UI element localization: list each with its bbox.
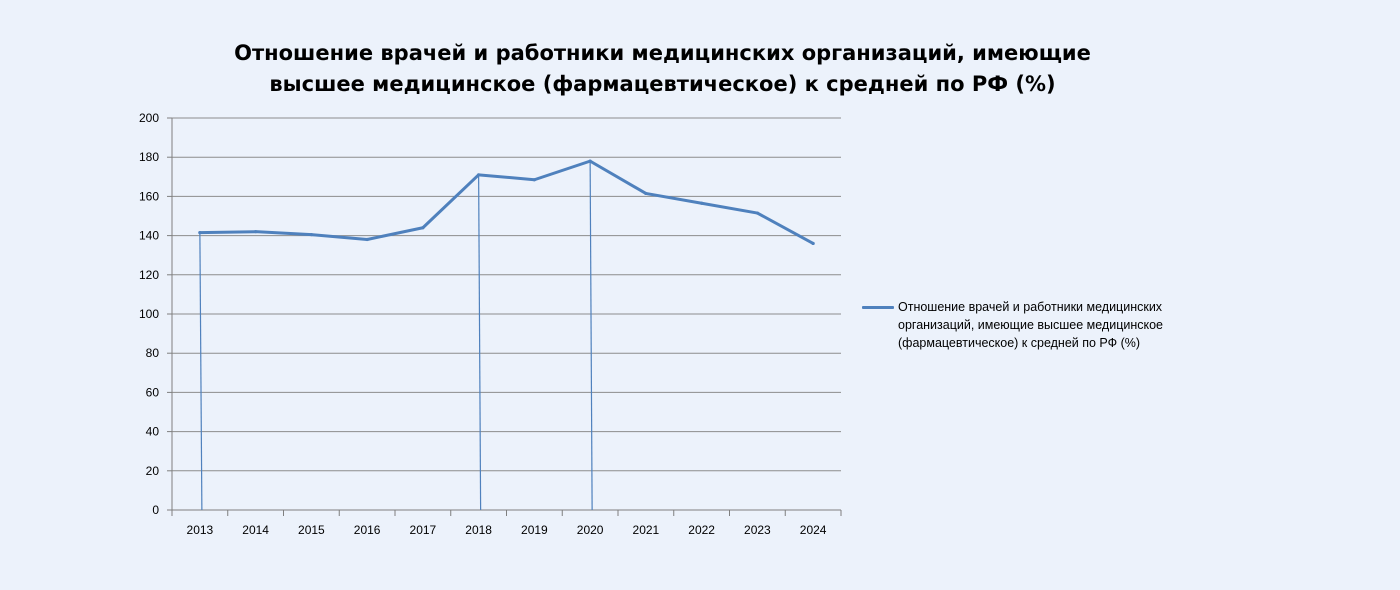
x-tick-labels: 2013 2014 2015 2016 2017 2018 2019 2020 2021 2022… [187,523,827,537]
data-point-2024 [811,241,815,246]
y-tick-label-200: 200 [139,111,159,125]
data-point-2016 [365,237,369,242]
x-tick-label-2013: 2013 [187,523,214,537]
chart-title: Отношение врачей и работники медицинских… [190,38,1135,100]
gridlines [172,117,841,472]
x-tick-label-2017: 2017 [410,523,437,537]
data-point-2020 [588,159,592,163]
x-tick-label-2023: 2023 [744,523,771,537]
data-point-2014 [254,230,258,234]
data-point-2021 [644,191,648,196]
chart-title-line-1: Отношение врачей и работники медицинских… [234,41,1091,65]
drop-line-2018 [478,174,482,511]
x-tick-label-2019: 2019 [521,523,548,537]
y-tick-label-20: 20 [146,464,160,478]
y-tick-label-60: 60 [146,385,160,399]
data-point-2023 [755,211,759,215]
y-tick-label-180: 180 [139,150,159,164]
data-point-2018 [477,173,481,177]
x-tick-label-2022: 2022 [688,523,715,537]
y-tick-labels: 0 20 40 60 80 100 120 140 160 180 200 [139,111,159,517]
y-tick-label-80: 80 [146,346,160,360]
series-layer [198,159,815,511]
drop-line-2013 [199,232,203,511]
legend-swatch [862,306,894,309]
data-point-2013 [198,231,202,235]
x-tick-label-2015: 2015 [298,523,325,537]
y-tick-label-160: 160 [139,189,159,203]
data-point-2017 [421,226,425,230]
y-tick-label-100: 100 [139,307,159,321]
chart-title-line-2: высшее медицинское (фармацевтическое) к … [269,72,1056,96]
y-tick-label-120: 120 [139,268,159,282]
drop-line-2020 [589,161,593,511]
y-tick-label-140: 140 [139,229,159,243]
data-point-2015 [309,233,313,237]
x-tick-label-2021: 2021 [633,523,660,537]
x-tick-label-2018: 2018 [465,523,492,537]
series-line-0 [198,159,815,245]
axes [167,117,842,516]
x-tick-label-2020: 2020 [577,523,604,537]
x-tick-label-2016: 2016 [354,523,381,537]
y-tick-label-40: 40 [146,425,160,439]
data-point-2022 [700,201,704,205]
x-tick-label-2014: 2014 [242,523,269,537]
legend-label: Отношение врачей и работники медицинских… [898,300,1164,350]
data-point-2019 [532,178,536,182]
x-tick-label-2024: 2024 [800,523,827,537]
legend: Отношение врачей и работники медицинских… [862,298,1192,352]
y-tick-label-0: 0 [152,503,159,517]
